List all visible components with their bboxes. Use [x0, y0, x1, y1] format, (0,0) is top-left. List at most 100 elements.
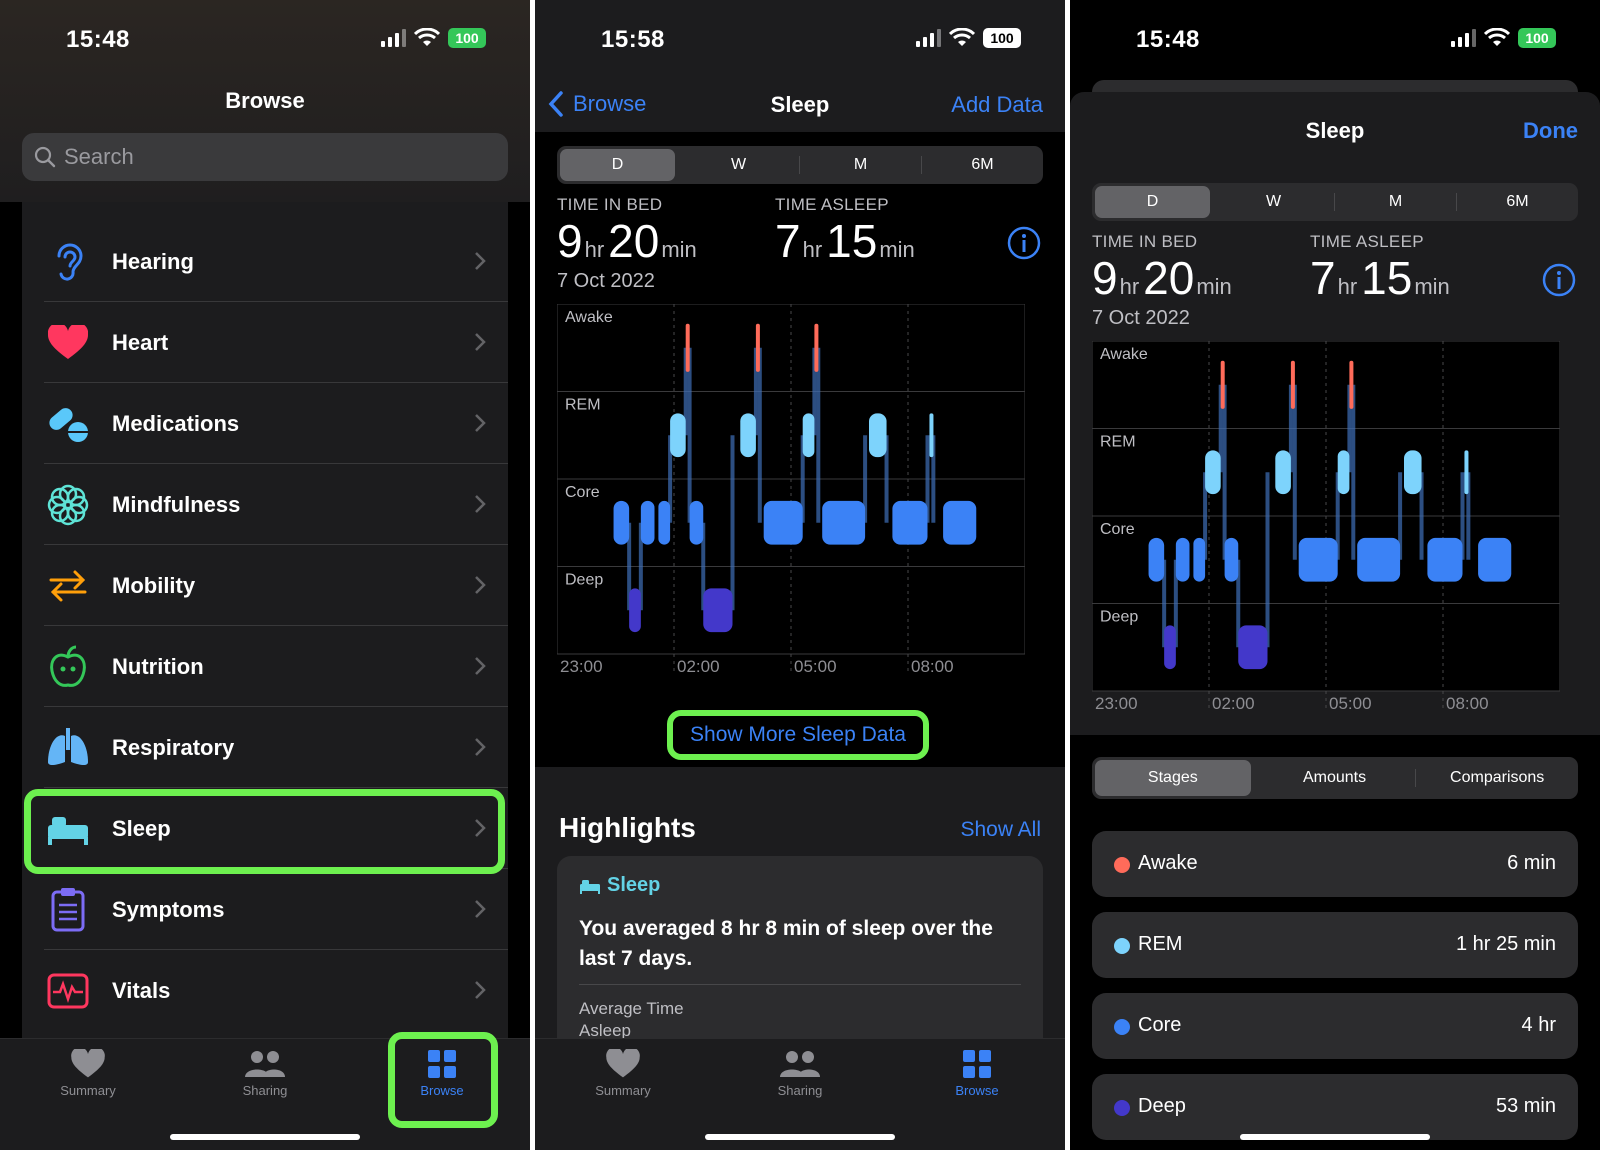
- tab-sharing[interactable]: Sharing: [210, 1049, 320, 1098]
- flower-icon: [47, 484, 89, 525]
- minutes-value: 15: [826, 215, 878, 267]
- x-tick-label: 23:00: [560, 657, 603, 676]
- people-icon: [780, 1051, 820, 1077]
- add-data-button[interactable]: Add Data: [951, 92, 1043, 117]
- range-6-months[interactable]: 6M: [971, 156, 994, 173]
- back-button[interactable]: Browse: [547, 90, 646, 118]
- sleep-segment-core: [1193, 537, 1206, 582]
- bed-icon: [580, 879, 600, 894]
- minutes-unit: min: [1414, 274, 1450, 299]
- chevron-right-icon: [475, 252, 486, 270]
- category-label: Sleep: [112, 815, 171, 841]
- view-amounts[interactable]: Amounts: [1302, 769, 1367, 786]
- category-heart[interactable]: Heart: [22, 302, 508, 383]
- info-icon[interactable]: [1542, 263, 1576, 297]
- range-month[interactable]: M: [1388, 193, 1403, 210]
- browse-tab-highlight-outline: [388, 1032, 498, 1128]
- battery-icon: 100: [983, 28, 1021, 48]
- battery-icon: 100: [1518, 28, 1556, 48]
- highlight-message: You averaged 8 hr 8 min of sleep over th…: [579, 917, 993, 970]
- sleep-screen: 15:58 100 Browse Sleep Add Data D W M 6M…: [535, 0, 1065, 1150]
- chart-date: 7 Oct 2022: [1092, 307, 1190, 329]
- stage-name: Deep: [1138, 1095, 1186, 1117]
- tab-bar: Summary Sharing Browse: [0, 1038, 530, 1150]
- stage-name: Core: [1138, 1014, 1182, 1036]
- hours-value: 9: [1092, 252, 1118, 304]
- apple-icon: [50, 645, 86, 687]
- tab-browse[interactable]: Browse: [387, 1049, 497, 1098]
- category-mindfulness[interactable]: Mindfulness: [22, 464, 508, 545]
- category-vitals[interactable]: Vitals: [22, 950, 508, 1031]
- tab-browse[interactable]: Browse: [922, 1049, 1032, 1098]
- minutes-value: 20: [1143, 252, 1195, 304]
- cellular-signal-icon: [381, 29, 406, 47]
- sleep-segment-deep: [1164, 625, 1176, 670]
- sleep-segment-awake: [1290, 360, 1295, 409]
- category-label: Symptoms: [112, 896, 225, 922]
- range-week[interactable]: W: [1265, 193, 1282, 210]
- hours-unit: hr: [802, 237, 823, 262]
- heart-icon: [606, 1049, 640, 1078]
- range-month[interactable]: M: [853, 156, 868, 173]
- show-all-button[interactable]: Show All: [960, 818, 1041, 841]
- range-day[interactable]: D: [1095, 186, 1210, 218]
- status-bar: 15:48 100: [0, 0, 530, 80]
- minutes-unit: min: [879, 237, 915, 262]
- wifi-icon: [949, 28, 975, 46]
- category-label: Vitals: [112, 977, 171, 1003]
- category-medications[interactable]: Medications: [22, 383, 508, 464]
- tab-sharing[interactable]: Sharing: [745, 1049, 855, 1098]
- hours-value: 7: [775, 215, 801, 267]
- category-symptoms[interactable]: Symptoms: [22, 869, 508, 950]
- sleep-segment-awake: [814, 323, 819, 372]
- status-time: 15:48: [1136, 26, 1200, 53]
- sleep-segment-core: [943, 500, 977, 545]
- wifi-icon: [1484, 28, 1510, 46]
- range-6-months[interactable]: 6M: [1506, 193, 1529, 210]
- search-icon: [34, 146, 56, 168]
- view-comparisons[interactable]: Comparisons: [1450, 769, 1545, 786]
- show-more-sleep-data-button[interactable]: Show More Sleep Data: [667, 710, 929, 760]
- stage-row-rem[interactable]: REM 1 hr 25 min: [1092, 912, 1578, 978]
- done-button[interactable]: Done: [1523, 118, 1578, 143]
- heart-icon: [48, 324, 88, 359]
- search-bar[interactable]: [22, 133, 508, 181]
- chevron-right-icon: [475, 819, 486, 837]
- people-icon: [245, 1051, 285, 1077]
- category-nutrition[interactable]: Nutrition: [22, 626, 508, 707]
- minutes-value: 15: [1361, 252, 1413, 304]
- view-stages[interactable]: Stages: [1095, 760, 1251, 796]
- status-bar: 15:58 100: [535, 0, 1065, 80]
- range-week[interactable]: W: [730, 156, 747, 173]
- tab-summary[interactable]: Summary: [568, 1049, 678, 1098]
- category-label: Hearing: [112, 248, 194, 274]
- stage-value: 53 min: [1495, 1095, 1556, 1117]
- wifi-icon: [414, 28, 440, 46]
- category-hearing[interactable]: Hearing: [22, 221, 508, 302]
- range-selector: D W M 6M: [1092, 183, 1578, 221]
- stage-axis-label: Deep: [565, 572, 603, 589]
- sleep-segment-core: [1224, 537, 1239, 582]
- tab-summary[interactable]: Summary: [33, 1049, 143, 1098]
- category-respiratory[interactable]: Respiratory: [22, 707, 508, 788]
- awake-color-dot: [1114, 857, 1130, 873]
- stage-name: Awake: [1138, 852, 1198, 874]
- hours-unit: hr: [1119, 274, 1140, 299]
- chevron-right-icon: [475, 495, 486, 513]
- category-mobility[interactable]: Mobility: [22, 545, 508, 626]
- bed-icon: [48, 816, 88, 845]
- chevron-right-icon: [475, 576, 486, 594]
- sleep-detail-sheet-screen: 15:48 100 Sleep Done D W M 6M TIME IN BE…: [1070, 0, 1600, 1150]
- chevron-right-icon: [475, 981, 486, 999]
- category-label: Medications: [112, 410, 240, 436]
- stage-row-core[interactable]: Core 4 hr: [1092, 993, 1578, 1059]
- stage-row-awake[interactable]: Awake 6 min: [1092, 831, 1578, 897]
- hours-unit: hr: [584, 237, 605, 262]
- search-input[interactable]: [64, 144, 464, 170]
- range-day[interactable]: D: [560, 149, 675, 181]
- chevron-right-icon: [475, 900, 486, 918]
- hours-unit: hr: [1337, 274, 1358, 299]
- stage-row-deep[interactable]: Deep 53 min: [1092, 1074, 1578, 1140]
- info-icon[interactable]: [1007, 226, 1041, 260]
- home-indicator: [705, 1134, 895, 1140]
